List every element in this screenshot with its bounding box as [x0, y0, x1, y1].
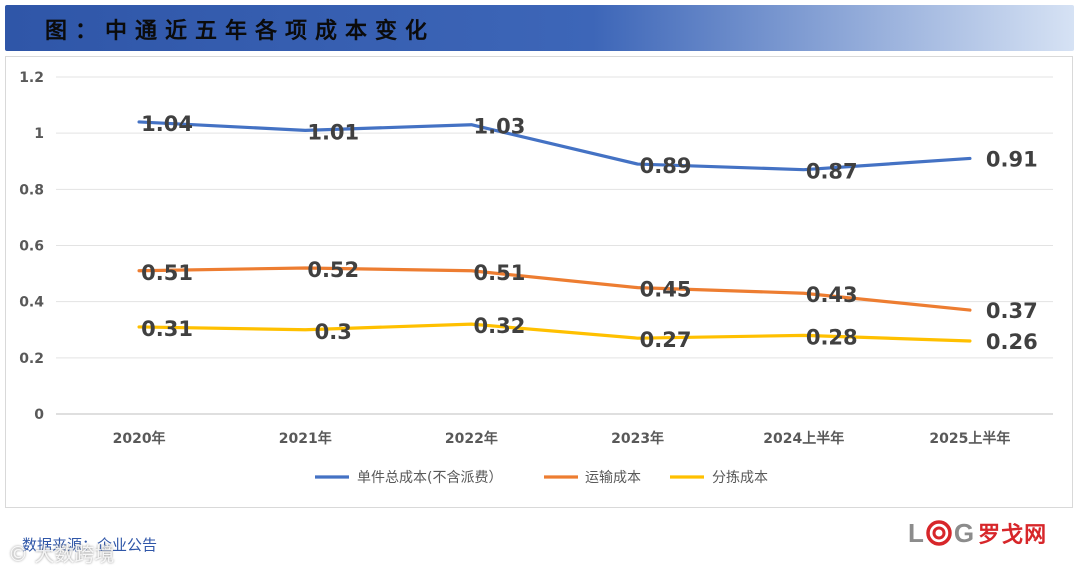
x-tick-label: 2021年 [279, 430, 332, 447]
logo: L G 罗戈网 [908, 516, 1047, 550]
data-label: 0.52 [307, 258, 359, 282]
legend-label: 单件总成本(不含派费） [357, 470, 502, 486]
page-title: 图：中通近五年各项成本变化 [45, 19, 436, 44]
series-line [137, 266, 972, 312]
data-label: 0.37 [986, 299, 1038, 323]
data-label: 0.28 [806, 325, 858, 349]
series-line [137, 322, 972, 343]
data-label: 0.87 [806, 160, 858, 184]
data-label: 0.32 [474, 314, 526, 338]
y-tick-label: 1 [34, 126, 44, 142]
chart-frame: 0 0.2 0.4 0.6 0.8 1 1.2 2020年 2021年 2022年 2023年 202… [5, 56, 1073, 508]
title-bar: 图：中通近五年各项成本变化 [5, 5, 1074, 51]
logo-letter-g: G [953, 517, 975, 548]
data-label: 0.91 [986, 147, 1038, 171]
line-chart: 0 0.2 0.4 0.6 0.8 1 1.2 2020年 2021年 2022年 2023年 202… [19, 70, 1053, 486]
logo-letter-l: L [908, 517, 924, 548]
data-label: 0.51 [474, 261, 526, 285]
y-tick-label: 0.4 [19, 295, 44, 311]
data-source-note: 数据来源：企业公告 [22, 536, 158, 554]
data-label: 0.31 [141, 317, 193, 341]
y-tick-label: 0.6 [19, 239, 44, 255]
data-label: 1.01 [307, 120, 359, 144]
logo-chinese: 罗戈网 [978, 523, 1048, 548]
data-label: 1.04 [141, 112, 193, 136]
x-tick-label: 2022年 [445, 430, 498, 447]
watermark: © 大数跨境 [8, 542, 115, 566]
data-label: 0.51 [141, 261, 193, 285]
logo-letters: L G [908, 518, 974, 549]
series-line [137, 120, 972, 172]
logo-ring-icon [926, 520, 952, 546]
data-label: 0.89 [640, 154, 692, 178]
data-label: 0.27 [640, 328, 692, 352]
x-tick-label: 2025上半年 [929, 430, 1010, 447]
x-tick-label: 2020年 [113, 430, 166, 447]
x-tick-label: 2023年 [611, 430, 664, 447]
data-label: 0.26 [986, 330, 1038, 354]
y-tick-label: 0.2 [19, 351, 44, 367]
data-label: 0.43 [806, 283, 858, 307]
data-label: 1.03 [474, 115, 526, 139]
legend-label: 分拣成本 [712, 470, 768, 486]
legend-label: 运输成本 [585, 470, 641, 486]
data-label: 0.3 [315, 320, 352, 344]
x-tick-label: 2024上半年 [763, 430, 844, 447]
y-tick-label: 0.8 [19, 182, 44, 198]
y-tick-label: 0 [34, 407, 44, 423]
y-tick-label: 1.2 [19, 70, 44, 86]
data-label: 0.45 [640, 278, 692, 302]
